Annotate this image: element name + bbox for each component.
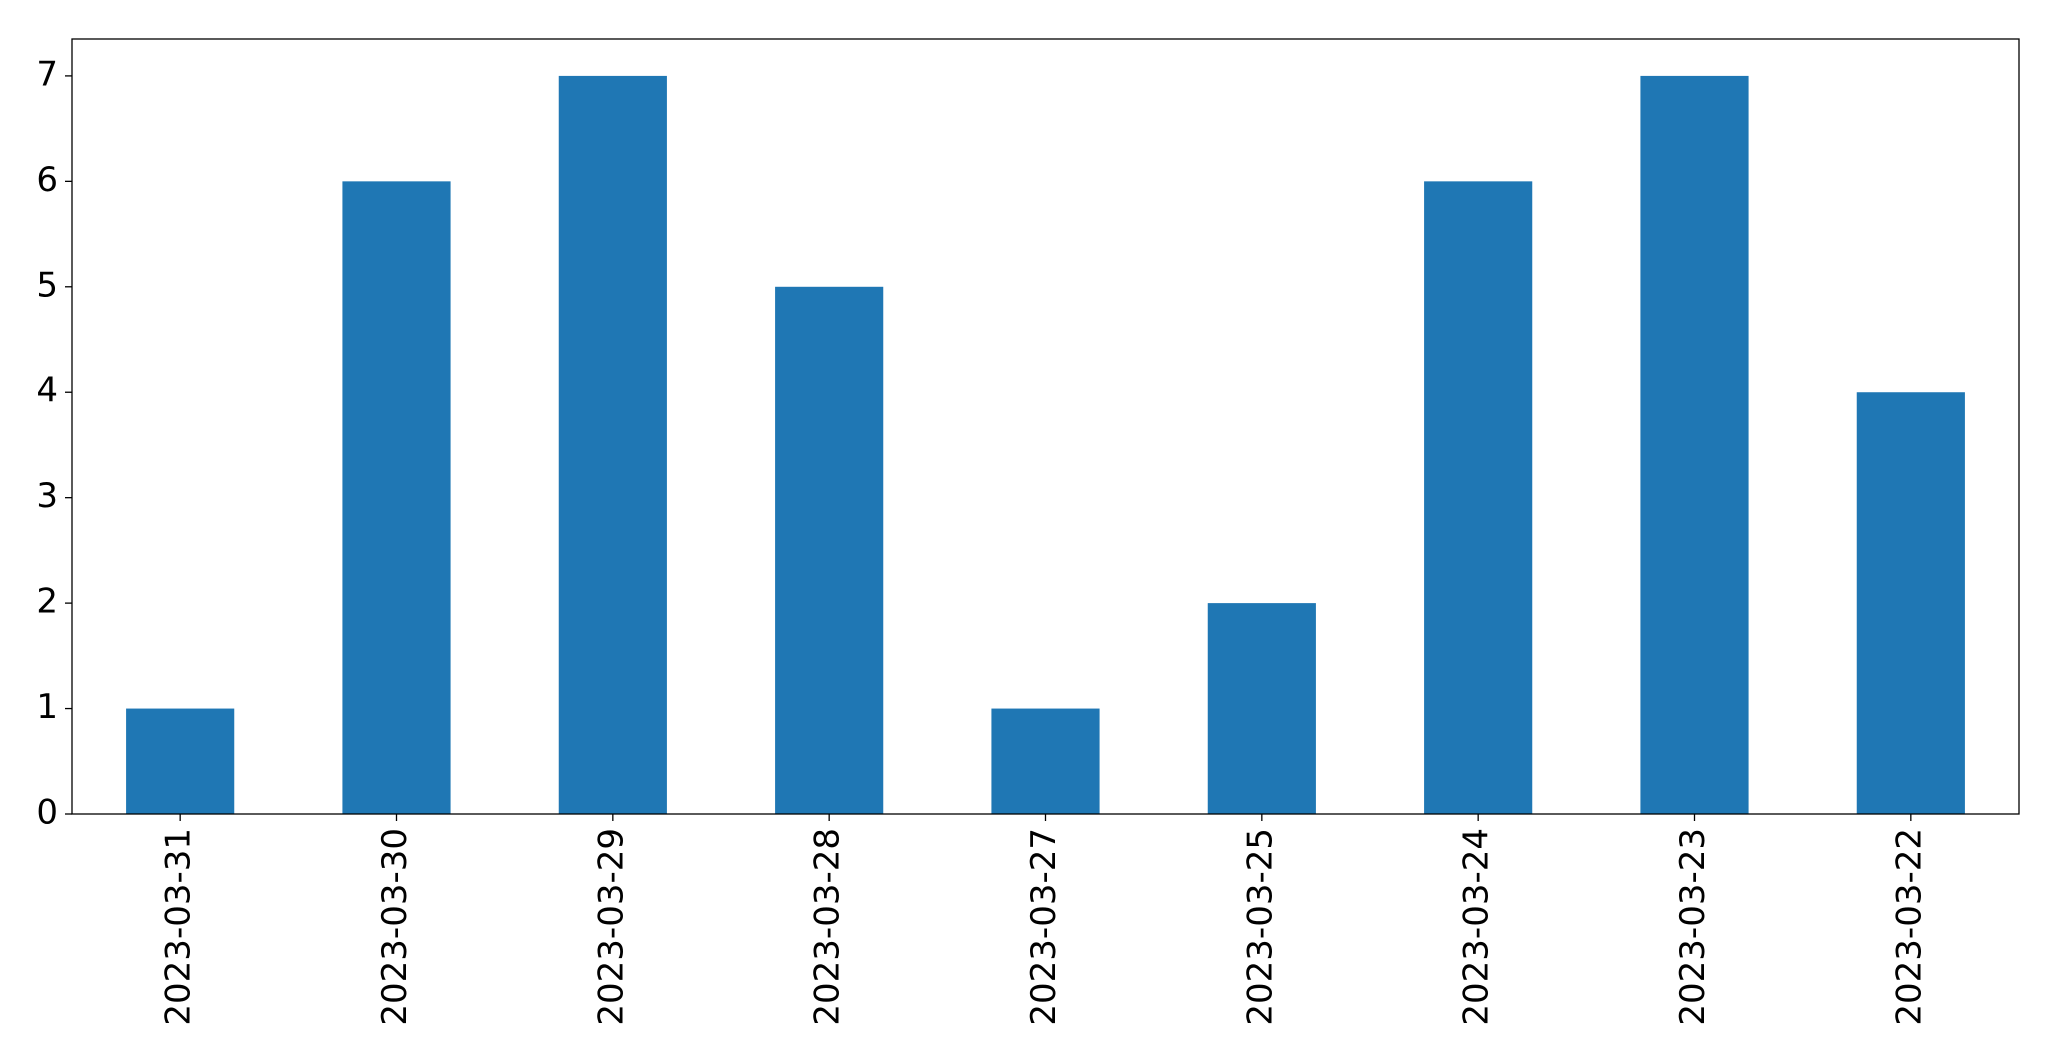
bar [1856, 392, 1965, 814]
x-tick-label: 2023-03-25 [1240, 828, 1280, 1026]
x-tick-label: 2023-03-27 [1024, 828, 1064, 1026]
bar [991, 708, 1100, 814]
bar [558, 75, 667, 814]
x-tick-label: 2023-03-31 [159, 828, 199, 1026]
plot-frame [71, 38, 2020, 815]
y-tick-label: 4 [36, 371, 58, 411]
y-tick-label: 1 [36, 687, 58, 727]
x-tick-label: 2023-03-22 [1889, 828, 1929, 1026]
bar [342, 181, 451, 815]
x-tick-label: 2023-03-30 [375, 828, 415, 1026]
bar [1640, 75, 1749, 814]
x-tick-label: 2023-03-24 [1457, 828, 1497, 1026]
bar [126, 708, 235, 814]
y-tick-label: 0 [36, 793, 58, 833]
x-tick-label: 2023-03-28 [808, 828, 848, 1026]
y-tick-label: 5 [36, 265, 58, 305]
y-tick-label: 2 [36, 582, 58, 622]
y-tick-label: 3 [36, 476, 58, 516]
bar [775, 286, 884, 814]
x-tick-label: 2023-03-23 [1673, 828, 1713, 1026]
bar [1207, 603, 1316, 814]
bar [1424, 181, 1533, 815]
y-tick-label: 6 [36, 160, 58, 200]
y-tick-label: 7 [36, 54, 58, 94]
x-tick-label: 2023-03-29 [591, 828, 631, 1026]
